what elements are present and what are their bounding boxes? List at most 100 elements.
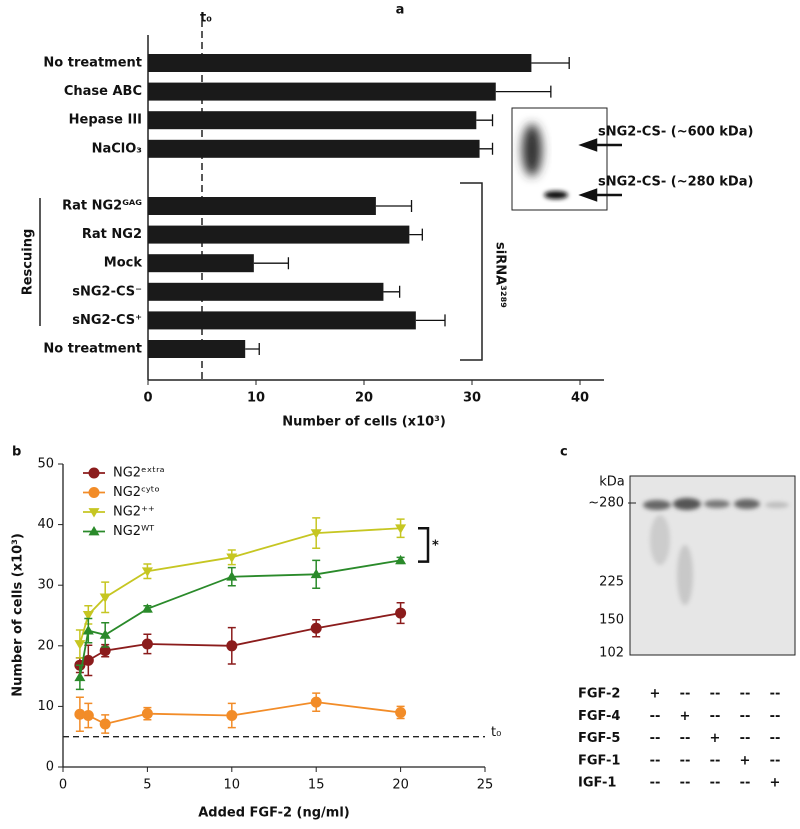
row-label: IGF-1 [578, 776, 616, 791]
group-label: siRNA³²⁸⁹ [493, 242, 508, 308]
panel-letter: c [560, 445, 568, 460]
legend-marker [88, 526, 100, 536]
series-line [79, 527, 401, 645]
marker [99, 718, 111, 730]
legend-marker [88, 487, 100, 498]
inset-label: sNG2-CS- (~280 kDa) [598, 175, 753, 190]
marker [226, 709, 238, 721]
inset-band [522, 124, 542, 176]
panel-letter: a [396, 3, 405, 18]
marker [141, 567, 153, 577]
row-cell: -- [650, 731, 661, 746]
marker [141, 638, 153, 650]
marker [226, 640, 238, 652]
legend-label: NG2⁺⁺ [113, 505, 155, 520]
x-tick-label: 15 [308, 778, 325, 793]
y-tick-label: 0 [46, 760, 54, 775]
bar [148, 311, 416, 330]
marker [310, 696, 322, 708]
error-bar [479, 142, 494, 155]
category-label: Chase ABC [64, 84, 142, 99]
x-tick-label: 40 [571, 391, 589, 406]
marker [395, 607, 407, 619]
category-label: No treatment [43, 342, 142, 357]
marker [82, 611, 94, 621]
error-bar [409, 228, 423, 241]
x-tick-label: 0 [143, 391, 152, 406]
row-cell: -- [770, 709, 781, 724]
row-cell: -- [650, 753, 661, 768]
legend-marker [88, 508, 100, 518]
error-bar [495, 85, 552, 98]
marker-label: 150 [599, 613, 624, 628]
y-tick-label: 40 [37, 517, 54, 532]
row-cell: -- [710, 776, 721, 791]
category-label: No treatment [43, 56, 142, 71]
row-cell: -- [770, 731, 781, 746]
x-tick-label: 5 [143, 778, 151, 793]
row-cell: + [740, 753, 751, 768]
row-cell: -- [650, 709, 661, 724]
row-cell: -- [740, 687, 751, 702]
x-tick-label: 0 [59, 778, 67, 793]
row-cell: -- [710, 709, 721, 724]
inset-label: sNG2-CS- (~600 kDa) [598, 125, 753, 140]
y-tick-label: 20 [37, 638, 54, 653]
category-label: sNG2-CS⁻ [72, 284, 142, 299]
category-label: sNG2-CS⁺ [72, 313, 142, 328]
error-bar [415, 314, 446, 327]
marker [395, 706, 407, 718]
marker [82, 625, 94, 635]
series-line [78, 559, 401, 678]
legend-label: NG2ᵂᵀ [113, 524, 155, 539]
legend-marker [88, 467, 100, 479]
inset-arrow [578, 188, 622, 202]
row-cell: -- [770, 687, 781, 702]
series-line [79, 701, 401, 725]
row-cell: -- [680, 731, 691, 746]
error-bar [476, 114, 494, 127]
legend-label: NG2ᶜʸᵗᵒ [113, 485, 160, 500]
category-label: Rat NG2 [82, 227, 142, 242]
row-cell: + [710, 731, 721, 746]
marker [141, 603, 153, 613]
x-tick-label: 10 [247, 391, 265, 406]
marker [74, 640, 86, 650]
significance-label: * [432, 538, 439, 553]
category-label: Mock [104, 256, 143, 271]
row-cell: + [680, 709, 691, 724]
marker [74, 671, 86, 682]
significance-bracket [418, 526, 430, 563]
error-bar [253, 257, 290, 270]
bar [148, 340, 246, 358]
marker [141, 708, 153, 720]
marker [99, 645, 111, 657]
marker [82, 709, 94, 721]
x-tick-label: 30 [463, 391, 481, 406]
row-label: FGF-2 [578, 687, 620, 702]
bar [148, 197, 376, 215]
y-tick-label: 10 [37, 699, 54, 714]
marker [99, 629, 111, 639]
error-bar [531, 57, 570, 69]
row-cell: -- [680, 687, 691, 702]
legend-label: NG2ᵉˣᵗʳᵃ [113, 466, 165, 481]
marker [226, 571, 238, 581]
reference-label: t₀ [491, 725, 501, 740]
bar [148, 282, 384, 301]
bar [148, 82, 496, 101]
group-label: Rescuing [21, 229, 36, 296]
reference-label: t₀ [200, 11, 212, 26]
row-cell: -- [680, 776, 691, 791]
x-tick-label: 25 [477, 778, 494, 793]
bar [148, 54, 532, 72]
marker [226, 553, 238, 563]
row-cell: -- [770, 753, 781, 768]
row-cell: -- [740, 776, 751, 791]
y-tick-label: 30 [37, 578, 54, 593]
marker [395, 554, 407, 565]
x-axis-label: Number of cells (x10³) [282, 415, 446, 430]
row-label: FGF-1 [578, 753, 620, 768]
row-cell: + [650, 687, 661, 702]
